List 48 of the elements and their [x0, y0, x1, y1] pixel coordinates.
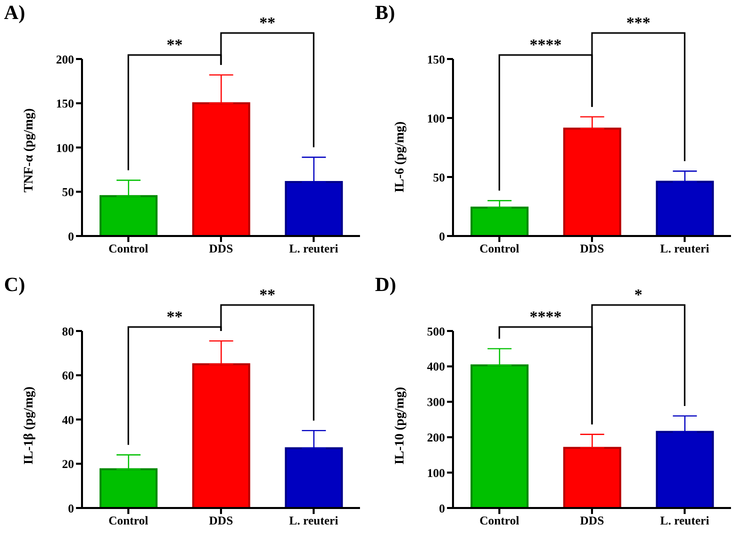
text: **** — [530, 37, 562, 54]
text: * — [634, 286, 642, 304]
x-tick-label: L. reuteri — [289, 513, 339, 528]
x-tick-label: L. reuteri — [660, 242, 710, 256]
x-tick-label: DDS — [580, 513, 604, 528]
y-tick-label: 150 — [56, 96, 74, 111]
y-tick-label: 100 — [427, 111, 445, 126]
x-tick-label: Control — [479, 242, 520, 256]
x-tick-label: Control — [108, 242, 149, 256]
y-tick-label: 60 — [62, 368, 74, 382]
y-tick-label: 300 — [427, 394, 445, 409]
text: **** — [530, 308, 562, 326]
x-tick-label: Control — [479, 513, 520, 528]
y-tick-label: 100 — [427, 465, 445, 480]
text: *** — [626, 15, 650, 32]
x-tick-label: L. reuteri — [660, 513, 710, 528]
x-tick-label: DDS — [208, 242, 234, 256]
chart-title: C) — [4, 274, 26, 296]
text: ** — [259, 15, 276, 32]
y-tick-label: 150 — [427, 52, 445, 66]
y-tick-label: 400 — [427, 359, 445, 374]
y-tick-label: 0 — [68, 229, 74, 244]
x-tick-label: L. reuteri — [289, 242, 339, 256]
y-tick-label: 50 — [433, 170, 445, 184]
y-tick-label: 0 — [439, 500, 445, 515]
y-tick-label: 200 — [427, 430, 445, 444]
y-tick-label: 200 — [56, 52, 74, 66]
y-axis-title: IL-6 (pg/mg) — [392, 121, 407, 192]
y-tick-label: 0 — [68, 500, 74, 515]
chart-title: A) — [4, 2, 26, 25]
y-axis-title: TNF-α (pg/mg) — [20, 108, 36, 192]
y-tick-label: 0 — [439, 229, 445, 244]
y-tick-label: 50 — [62, 185, 74, 200]
text: ** — [166, 308, 183, 326]
chart-title: D) — [375, 274, 396, 296]
y-tick-label: 20 — [62, 456, 74, 471]
y-axis-title: IL-1β (pg/mg) — [20, 386, 36, 464]
x-tick-label: DDS — [208, 513, 234, 528]
x-tick-label: DDS — [580, 242, 604, 256]
y-tick-label: 100 — [56, 140, 74, 155]
y-axis-title: IL-10 (pg/mg) — [392, 386, 407, 464]
y-tick-label: 80 — [62, 324, 74, 338]
y-tick-label: 500 — [427, 324, 445, 338]
text: ** — [166, 37, 183, 54]
x-tick-label: Control — [108, 513, 149, 528]
chart-title: B) — [375, 2, 395, 25]
y-tick-label: 40 — [62, 412, 74, 426]
text: ** — [259, 286, 276, 304]
